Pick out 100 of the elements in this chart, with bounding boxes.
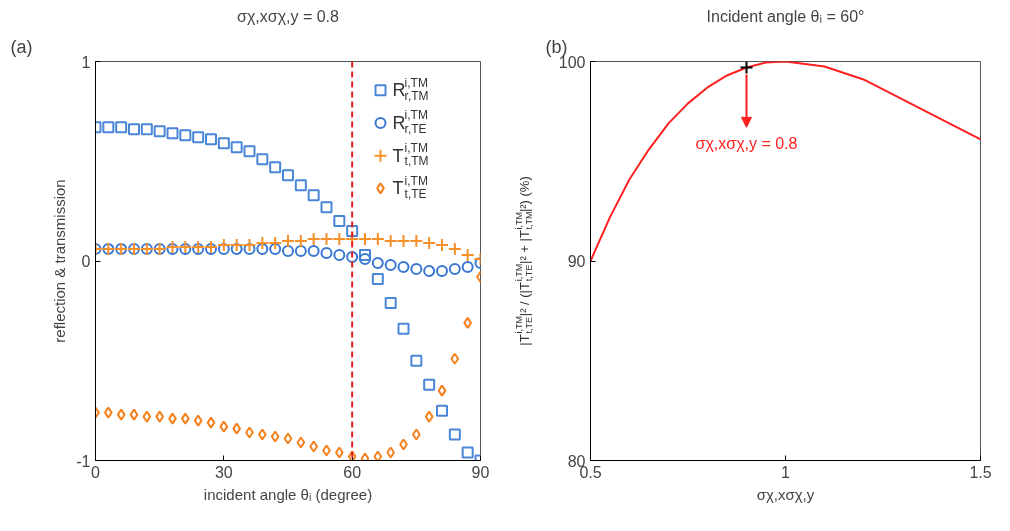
point [320, 247, 333, 260]
point [347, 450, 357, 461]
point [283, 432, 293, 445]
point [281, 234, 295, 249]
point [358, 232, 372, 247]
y-tick-label: -1 [76, 452, 91, 470]
point [294, 179, 307, 192]
point [306, 232, 321, 247]
x-tick-label: 90 [471, 463, 490, 481]
point [294, 245, 307, 258]
point [409, 234, 424, 249]
chart-title: Incident angle θᵢ = 60° [706, 7, 865, 25]
point [192, 131, 205, 144]
point [460, 248, 475, 263]
point [422, 236, 437, 251]
point [346, 225, 359, 238]
y-axis-title: reflection & transmission [51, 179, 69, 343]
y-tick-label: 0 [81, 253, 91, 270]
point [320, 201, 333, 214]
y-tick-label: 1 [81, 53, 91, 71]
x-axis-title: σχ,xσχ,y [756, 485, 815, 503]
point [307, 245, 320, 258]
point [269, 243, 282, 256]
point [128, 123, 140, 136]
point [255, 236, 270, 251]
point [217, 137, 230, 150]
point [346, 251, 359, 263]
point [423, 264, 436, 277]
point [423, 378, 436, 391]
point [396, 234, 411, 249]
point [193, 414, 203, 427]
x-tick-label: 1 [781, 463, 791, 481]
point [229, 238, 244, 253]
y-tick-label: 90 [567, 253, 586, 270]
point [116, 408, 126, 421]
line-series [590, 61, 981, 262]
point [268, 236, 283, 251]
point [397, 260, 410, 273]
point [217, 243, 230, 256]
point [102, 121, 115, 134]
point [461, 260, 474, 273]
point [256, 243, 269, 256]
point [437, 384, 447, 397]
x-tick-label: 1.5 [969, 463, 992, 481]
point [230, 141, 243, 154]
point [370, 232, 385, 247]
x-axis-title: incident angle θᵢ (degree) [203, 485, 373, 503]
point [129, 408, 139, 421]
point [282, 169, 294, 182]
point [373, 450, 383, 461]
point [216, 238, 231, 253]
point [140, 123, 153, 136]
point [256, 153, 269, 166]
point [115, 121, 128, 134]
point [179, 129, 192, 142]
point [142, 410, 152, 423]
point [296, 436, 306, 449]
point [282, 245, 294, 258]
annotation: σχ,xσχ,y = 0.8 [695, 135, 798, 153]
point [424, 410, 434, 423]
point [436, 404, 448, 417]
point [333, 215, 346, 228]
point [397, 322, 410, 335]
point [461, 446, 474, 459]
point [166, 127, 179, 140]
text: (a) [10, 36, 33, 57]
point [410, 354, 423, 367]
x-tick-label: 30 [214, 463, 233, 481]
point [383, 234, 398, 249]
point [153, 125, 166, 138]
point [448, 262, 461, 275]
point [206, 416, 216, 429]
point [371, 257, 384, 269]
point [243, 243, 256, 256]
point [205, 133, 217, 146]
point [384, 259, 397, 271]
point [371, 272, 384, 285]
point [307, 189, 320, 202]
point [435, 238, 449, 253]
point [384, 296, 397, 309]
point [230, 243, 243, 256]
text: |Tt,TEi,TM|² / (|Tt,TEi,TM|² + |Tt,TMi,TM|²) (%) [514, 176, 534, 346]
point [219, 420, 229, 433]
point [359, 249, 371, 262]
point [359, 253, 371, 265]
point [360, 452, 370, 461]
point [243, 145, 256, 158]
point [270, 430, 280, 443]
point [242, 238, 257, 253]
point [447, 242, 462, 257]
point [293, 234, 308, 249]
point [436, 264, 448, 277]
point [332, 232, 347, 247]
point [319, 232, 334, 247]
point [450, 352, 460, 365]
chart-title: σχ,xσχ,y = 0.8 [237, 7, 340, 25]
x-tick-label: 60 [343, 463, 362, 481]
point [269, 161, 282, 174]
point [333, 249, 346, 262]
point [410, 262, 423, 275]
